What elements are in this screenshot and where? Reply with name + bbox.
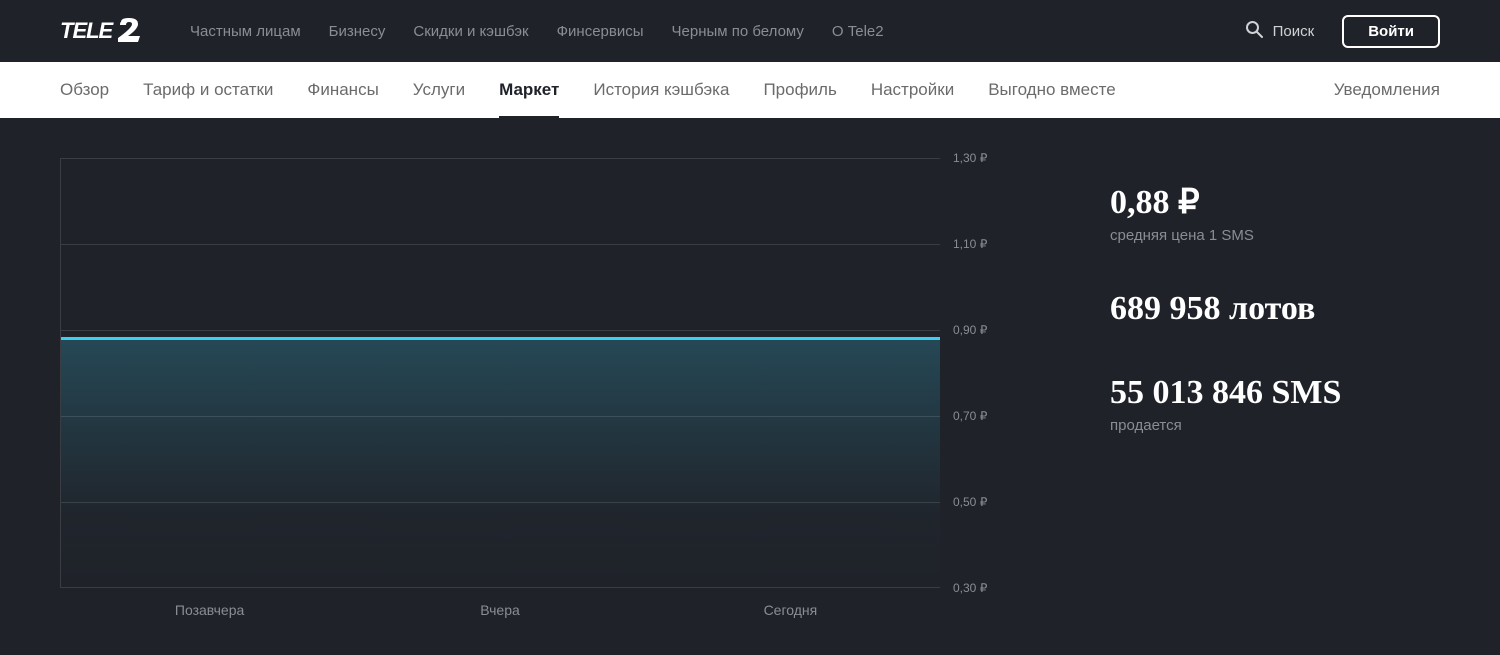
stat-avg-price: 0,88 ₽ средняя цена 1 SMS <box>1110 184 1341 244</box>
sub-nav-item-3[interactable]: Услуги <box>413 62 465 118</box>
chart-x-label: Позавчера <box>175 602 244 618</box>
chart-y-label: 0,50 ₽ <box>953 495 987 509</box>
chart-gridline <box>61 330 940 331</box>
login-button[interactable]: Войти <box>1342 15 1440 48</box>
search-icon <box>1245 20 1263 42</box>
top-header: TELE Частным лицам Бизнесу Скидки и кэшб… <box>0 0 1500 62</box>
nav-private[interactable]: Частным лицам <box>190 23 301 40</box>
stat-avg-price-caption: средняя цена 1 SMS <box>1110 227 1341 244</box>
svg-text:TELE: TELE <box>60 18 115 43</box>
stat-lots: 689 958 лотов <box>1110 290 1341 327</box>
top-right-controls: Поиск Войти <box>1245 15 1440 48</box>
nav-about[interactable]: О Tele2 <box>832 23 884 40</box>
stat-sms-value: 55 013 846 SMS <box>1110 374 1341 411</box>
sub-nav-item-8[interactable]: Выгодно вместе <box>988 62 1115 118</box>
price-chart: 1,30 ₽1,10 ₽0,90 ₽0,70 ₽0,50 ₽0,30 ₽ <box>60 158 940 588</box>
account-sub-nav: Обзор Тариф и остатки Финансы Услуги Маркет И… <box>0 62 1500 118</box>
search-label: Поиск <box>1273 23 1315 40</box>
sub-nav-item-2[interactable]: Финансы <box>307 62 378 118</box>
nav-fin[interactable]: Финсервисы <box>557 23 644 40</box>
chart-x-label: Вчера <box>480 602 520 618</box>
price-chart-zone: 1,30 ₽1,10 ₽0,90 ₽0,70 ₽0,50 ₽0,30 ₽ Поз… <box>60 158 1000 622</box>
chart-gridline <box>61 244 940 245</box>
market-content: 1,30 ₽1,10 ₽0,90 ₽0,70 ₽0,50 ₽0,30 ₽ Поз… <box>0 118 1500 622</box>
chart-gridline <box>61 158 940 159</box>
chart-area-fill <box>61 338 940 587</box>
tele2-logo[interactable]: TELE <box>60 18 150 44</box>
nav-discounts[interactable]: Скидки и кэшбэк <box>413 23 528 40</box>
stat-sms: 55 013 846 SMS продается <box>1110 374 1341 434</box>
sub-nav-notifications[interactable]: Уведомления <box>1334 80 1440 100</box>
chart-y-label: 1,30 ₽ <box>953 151 987 165</box>
sub-nav-item-1[interactable]: Тариф и остатки <box>143 62 273 118</box>
sub-nav-item-5[interactable]: История кэшбэка <box>593 62 729 118</box>
stat-lots-value: 689 958 лотов <box>1110 290 1341 327</box>
chart-x-label: Сегодня <box>764 602 818 618</box>
chart-x-axis: Позавчера Вчера Сегодня <box>60 602 940 622</box>
stat-sms-caption: продается <box>1110 417 1341 434</box>
nav-bw[interactable]: Черным по белому <box>672 23 804 40</box>
stat-avg-price-value: 0,88 ₽ <box>1110 184 1341 221</box>
chart-price-line <box>61 337 940 340</box>
chart-y-label: 0,70 ₽ <box>953 409 987 423</box>
market-stats: 0,88 ₽ средняя цена 1 SMS 689 958 лотов … <box>1110 158 1341 622</box>
nav-business[interactable]: Бизнесу <box>329 23 386 40</box>
sub-nav-item-6[interactable]: Профиль <box>763 62 836 118</box>
chart-y-label: 1,10 ₽ <box>953 237 987 251</box>
sub-nav-item-4[interactable]: Маркет <box>499 62 559 118</box>
search-button[interactable]: Поиск <box>1245 20 1315 42</box>
chart-y-label: 0,90 ₽ <box>953 323 987 337</box>
sub-nav-item-0[interactable]: Обзор <box>60 62 109 118</box>
sub-nav-item-7[interactable]: Настройки <box>871 62 954 118</box>
top-primary-nav: Частным лицам Бизнесу Скидки и кэшбэк Фи… <box>190 23 1245 40</box>
chart-y-label: 0,30 ₽ <box>953 581 987 595</box>
